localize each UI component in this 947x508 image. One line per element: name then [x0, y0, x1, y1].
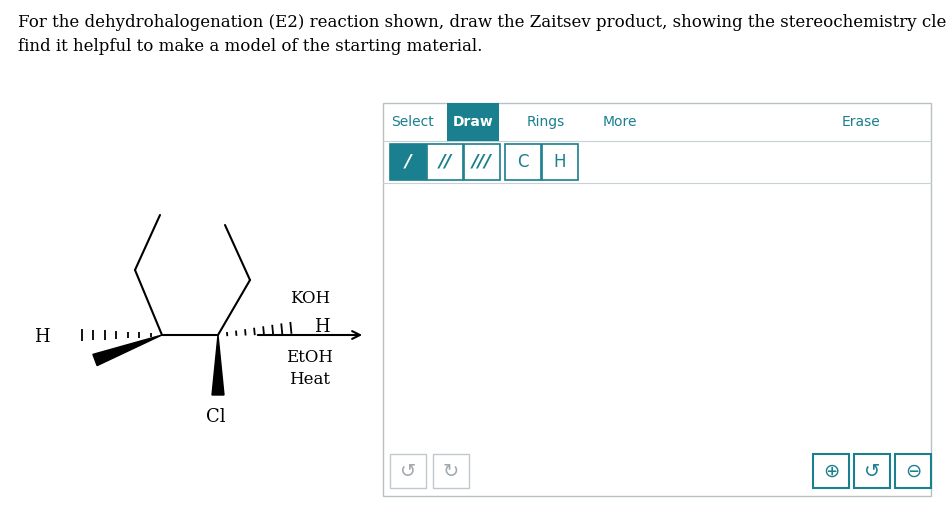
Polygon shape	[212, 335, 224, 395]
Text: /: /	[404, 153, 411, 171]
FancyBboxPatch shape	[390, 454, 426, 488]
Text: Erase: Erase	[842, 115, 881, 129]
Text: H: H	[34, 328, 50, 346]
Text: ↻: ↻	[443, 461, 459, 481]
Text: Select: Select	[392, 115, 435, 129]
FancyBboxPatch shape	[383, 103, 931, 496]
Polygon shape	[93, 335, 162, 366]
Text: find it helpful to make a model of the starting material.: find it helpful to make a model of the s…	[18, 38, 482, 55]
FancyBboxPatch shape	[895, 454, 931, 488]
Text: C: C	[517, 153, 528, 171]
Text: More: More	[602, 115, 637, 129]
Text: Rings: Rings	[527, 115, 565, 129]
Text: Heat: Heat	[290, 371, 331, 388]
Text: ///: ///	[472, 153, 491, 171]
FancyBboxPatch shape	[854, 454, 890, 488]
Text: Cl: Cl	[206, 408, 225, 426]
Text: ⊕: ⊕	[823, 461, 839, 481]
Text: For the dehydrohalogenation (E2) reaction shown, draw the Zaitsev product, showi: For the dehydrohalogenation (E2) reactio…	[18, 14, 947, 31]
Text: ↺: ↺	[864, 461, 880, 481]
Text: H: H	[314, 318, 330, 336]
Text: KOH: KOH	[290, 290, 331, 307]
FancyBboxPatch shape	[505, 144, 541, 180]
FancyBboxPatch shape	[464, 144, 500, 180]
FancyBboxPatch shape	[813, 454, 849, 488]
Text: Draw: Draw	[453, 115, 493, 129]
FancyBboxPatch shape	[447, 103, 499, 141]
Text: ↺: ↺	[400, 461, 416, 481]
Text: EtOH: EtOH	[287, 349, 333, 366]
Text: ⊖: ⊖	[904, 461, 921, 481]
Text: H: H	[554, 153, 566, 171]
FancyBboxPatch shape	[433, 454, 469, 488]
FancyBboxPatch shape	[427, 144, 463, 180]
FancyBboxPatch shape	[390, 144, 426, 180]
FancyBboxPatch shape	[542, 144, 578, 180]
Text: //: //	[438, 153, 452, 171]
